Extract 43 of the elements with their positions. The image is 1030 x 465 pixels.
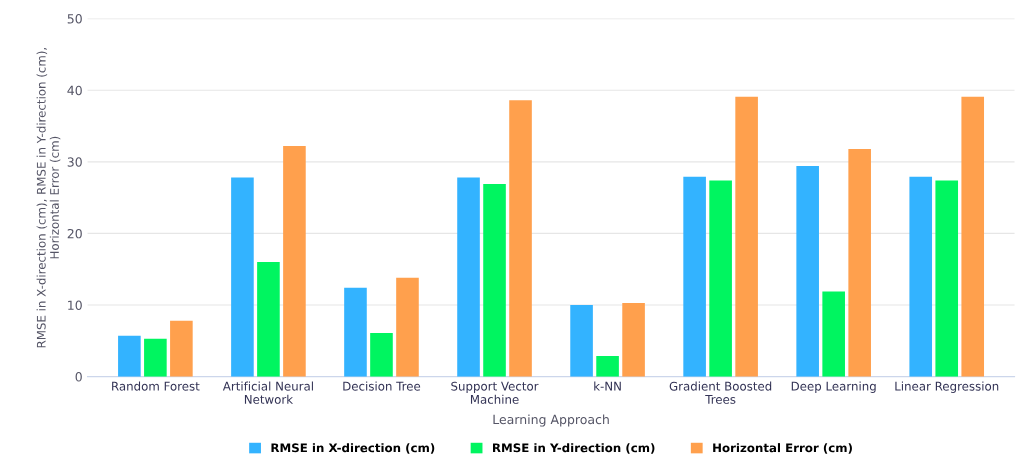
y-axis-title: RMSE in X-direction (cm), RMSE in Y-direction (cm), Horizontal Error (cm) — [36, 47, 61, 348]
bar — [622, 302, 645, 377]
bar — [848, 148, 871, 377]
bar — [509, 100, 532, 377]
bar — [118, 335, 141, 377]
bar — [570, 305, 593, 377]
bar — [370, 332, 393, 377]
y-tick-label: 0 — [75, 372, 82, 382]
bar — [909, 176, 933, 377]
legend-label: RMSE in Y-direction (cm) — [493, 443, 655, 454]
y-tick-label: 10 — [68, 300, 82, 310]
x-tick-label: Linear Regression — [895, 381, 999, 393]
legend-label: RMSE in X-direction (cm) — [271, 443, 435, 454]
bar — [396, 277, 419, 377]
bar — [683, 176, 706, 377]
bar — [822, 291, 845, 377]
bar — [283, 146, 306, 377]
x-tick-label: Deep Learning — [791, 381, 876, 393]
legend-label: Horizontal Error (cm) — [713, 443, 852, 454]
bar — [231, 177, 254, 377]
x-tick-label: Artificial Neural Network — [222, 381, 313, 404]
bar — [709, 180, 732, 377]
x-tick-label: k-NN — [594, 381, 621, 391]
bar — [257, 262, 280, 377]
x-axis-title: Learning Approach — [493, 414, 609, 427]
bar — [144, 338, 167, 377]
bar — [170, 320, 193, 377]
x-tick-label: Gradient Boosted Trees — [669, 381, 772, 404]
y-tick-label: 50 — [67, 14, 82, 24]
bar — [961, 96, 985, 377]
x-tick-label: Random Forest — [112, 381, 200, 391]
bar — [596, 355, 619, 377]
bar — [457, 177, 480, 377]
bar — [935, 180, 959, 377]
y-tick-label: 40 — [67, 85, 82, 96]
bar — [483, 184, 506, 377]
bar — [735, 96, 758, 377]
bar — [344, 287, 367, 377]
y-tick-label: 30 — [67, 157, 82, 167]
bar — [796, 166, 819, 377]
x-tick-label: Decision Tree — [343, 381, 421, 391]
x-tick-label: Support Vector Machine — [451, 381, 539, 404]
y-tick-label: 20 — [67, 228, 82, 239]
